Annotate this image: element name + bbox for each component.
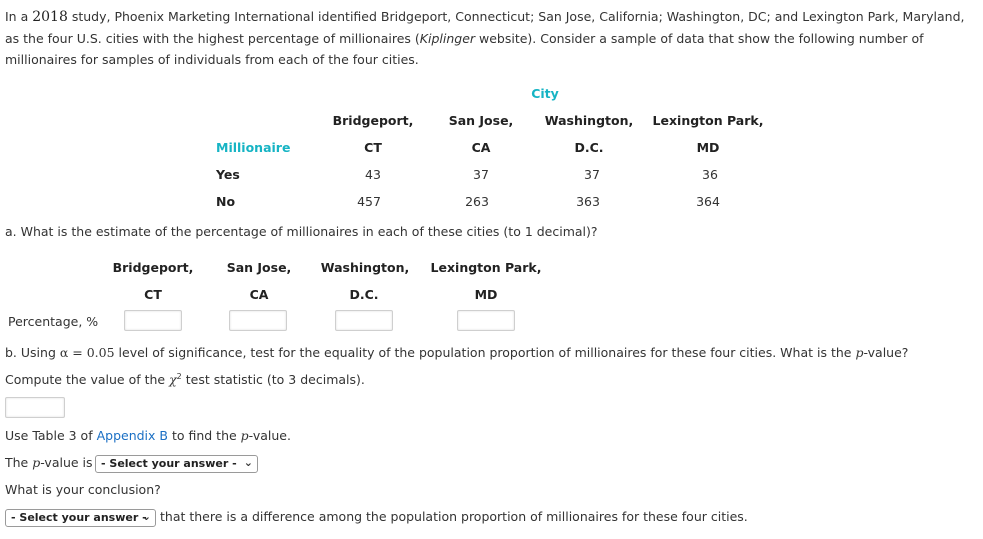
intro-paragraph: In a 2018 study, Phoenix Marketing Inter… <box>5 6 975 70</box>
compute-chi-square-prompt: Compute the value of the χ2 test statist… <box>5 372 365 387</box>
table-cell: 363 <box>576 194 600 209</box>
part-b-text-2: level of significance, test for the equa… <box>114 345 856 360</box>
chi-symbol: χ <box>169 372 177 388</box>
p-symbol: p <box>240 428 249 443</box>
intro-source: Kiplinger <box>419 31 476 46</box>
city-header: City <box>531 86 559 101</box>
part-a-city-1-line1: Bridgeport, <box>112 260 194 275</box>
compute-text-2: test statistic (to 3 decimals). <box>181 372 365 388</box>
table-row-label-yes: Yes <box>216 167 240 182</box>
use-table-text-1: Use Table 3 of <box>5 428 97 443</box>
use-table-text-3: -value. <box>248 428 291 443</box>
table-city-4-line2: MD <box>696 140 720 155</box>
table-cell: 43 <box>365 167 381 182</box>
part-b-question: b. Using α = 0.05 level of significance,… <box>5 345 908 360</box>
table-city-3-line2: D.C. <box>574 140 604 155</box>
part-a-city-2-line2: CA <box>249 287 269 302</box>
chi-superscript: 2 <box>176 372 182 381</box>
chi-square-input[interactable] <box>5 397 65 418</box>
conclusion-select-value: - Select your answer - <box>11 511 147 524</box>
part-a-city-2-line1: San Jose, <box>226 260 292 275</box>
table-cell: 457 <box>357 194 381 209</box>
pvalue-text-2: -value is <box>40 455 93 470</box>
part-a-city-4-line2: MD <box>474 287 498 302</box>
table-city-4-line1: Lexington Park, <box>652 113 764 128</box>
chevron-down-icon: ⌄ <box>243 456 253 469</box>
use-table-instruction: Use Table 3 of Appendix B to find the p-… <box>5 428 291 443</box>
intro-text-3: website). Consider a sample of data that… <box>5 31 924 67</box>
pvalue-label: The p-value is <box>5 455 93 470</box>
intro-text-2: study, Phoenix Marketing International i… <box>5 9 965 46</box>
part-a-city-4-line1: Lexington Park, <box>430 260 542 275</box>
alpha-value: α = 0.05 <box>59 345 115 360</box>
table-city-3-line1: Washington, <box>544 113 634 128</box>
p-symbol: p <box>32 455 41 470</box>
part-a-city-3-line2: D.C. <box>349 287 379 302</box>
table-city-1-line2: CT <box>364 140 382 155</box>
conclusion-select[interactable]: - Select your answer - ⌄ <box>5 509 156 527</box>
intro-text-1: In a <box>5 9 33 24</box>
part-a-question: a. What is the estimate of the percentag… <box>5 224 598 239</box>
appendix-b-link[interactable]: Appendix B <box>96 428 168 443</box>
p-symbol: p <box>855 345 864 360</box>
percentage-input-lexington-park[interactable] <box>457 310 515 331</box>
table-cell: 37 <box>473 167 489 182</box>
part-b-text-1: b. Using <box>5 345 60 360</box>
table-city-2-line1: San Jose, <box>448 113 514 128</box>
percentage-input-bridgeport[interactable] <box>124 310 182 331</box>
pvalue-select[interactable]: - Select your answer - ⌄ <box>95 455 258 473</box>
part-a-city-1-line2: CT <box>144 287 162 302</box>
table-cell: 36 <box>702 167 718 182</box>
chevron-down-icon: ⌄ <box>141 510 151 523</box>
table-cell: 263 <box>465 194 489 209</box>
table-city-2-line2: CA <box>471 140 491 155</box>
percentage-row-label: Percentage, % <box>8 314 99 329</box>
pvalue-text-1: The <box>5 455 33 470</box>
pvalue-select-value: - Select your answer - <box>101 457 237 470</box>
conclusion-question: What is your conclusion? <box>5 482 161 497</box>
percentage-input-san-jose[interactable] <box>229 310 287 331</box>
intro-year: 2018 <box>32 9 68 25</box>
conclusion-text: that there is a difference among the pop… <box>160 509 748 524</box>
table-city-1-line1: Bridgeport, <box>332 113 414 128</box>
use-table-text-2: to find the <box>167 428 241 443</box>
table-cell: 364 <box>696 194 720 209</box>
table-cell: 37 <box>584 167 600 182</box>
part-a-city-3-line1: Washington, <box>320 260 410 275</box>
percentage-input-washington[interactable] <box>335 310 393 331</box>
millionaire-row-header: Millionaire <box>216 140 291 155</box>
compute-text-1: Compute the value of the <box>5 372 170 388</box>
part-b-text-3: -value? <box>863 345 909 360</box>
table-row-label-no: No <box>216 194 236 209</box>
